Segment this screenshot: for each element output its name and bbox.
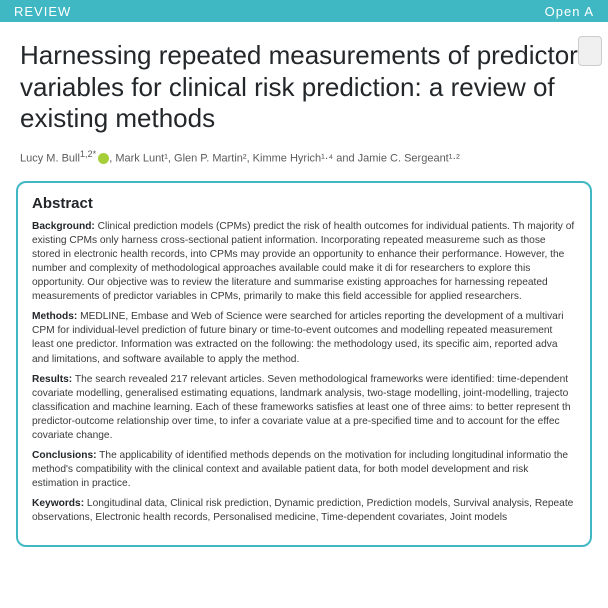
keywords-text: Longitudinal data, Clinical risk predict… <box>32 498 573 523</box>
results-label: Results: <box>32 374 72 385</box>
abstract-conclusions: Conclusions: The applicability of identi… <box>32 449 576 491</box>
lead-author-aff: 1,2* <box>80 149 96 159</box>
orcid-icon <box>98 153 109 164</box>
author-list: Lucy M. Bull1,2* , Mark Lunt¹, Glen P. Ma… <box>0 143 608 181</box>
conclusions-text: The applicability of identified methods … <box>32 450 568 489</box>
conclusions-label: Conclusions: <box>32 450 97 461</box>
results-text: The search revealed 217 relevant article… <box>32 374 571 441</box>
title-block: Harnessing repeated measurements of pred… <box>0 22 608 143</box>
keywords-label: Keywords: <box>32 498 84 509</box>
abstract-background: Background: Clinical prediction models (… <box>32 220 576 304</box>
background-text: Clinical prediction models (CPMs) predic… <box>32 221 574 302</box>
methods-text: MEDLINE, Embase and Web of Science were … <box>32 311 564 364</box>
methods-label: Methods: <box>32 311 77 322</box>
coauthors: , Mark Lunt¹, Glen P. Martin², Kimme Hyr… <box>109 153 460 165</box>
abstract-keywords: Keywords: Longitudinal data, Clinical ri… <box>32 497 576 525</box>
abstract-methods: Methods: MEDLINE, Embase and Web of Scie… <box>32 310 576 366</box>
background-label: Background: <box>32 221 95 232</box>
abstract-heading: Abstract <box>32 195 576 212</box>
open-access-label: Open A <box>545 4 594 19</box>
article-type-label: REVIEW <box>14 4 71 19</box>
lead-author: Lucy M. Bull <box>20 153 80 165</box>
abstract-box: Abstract Background: Clinical prediction… <box>16 181 592 548</box>
article-type-bar: REVIEW Open A <box>0 0 608 22</box>
abstract-results: Results: The search revealed 217 relevan… <box>32 373 576 443</box>
side-action-button[interactable] <box>578 36 602 66</box>
article-title: Harnessing repeated measurements of pred… <box>20 40 588 135</box>
